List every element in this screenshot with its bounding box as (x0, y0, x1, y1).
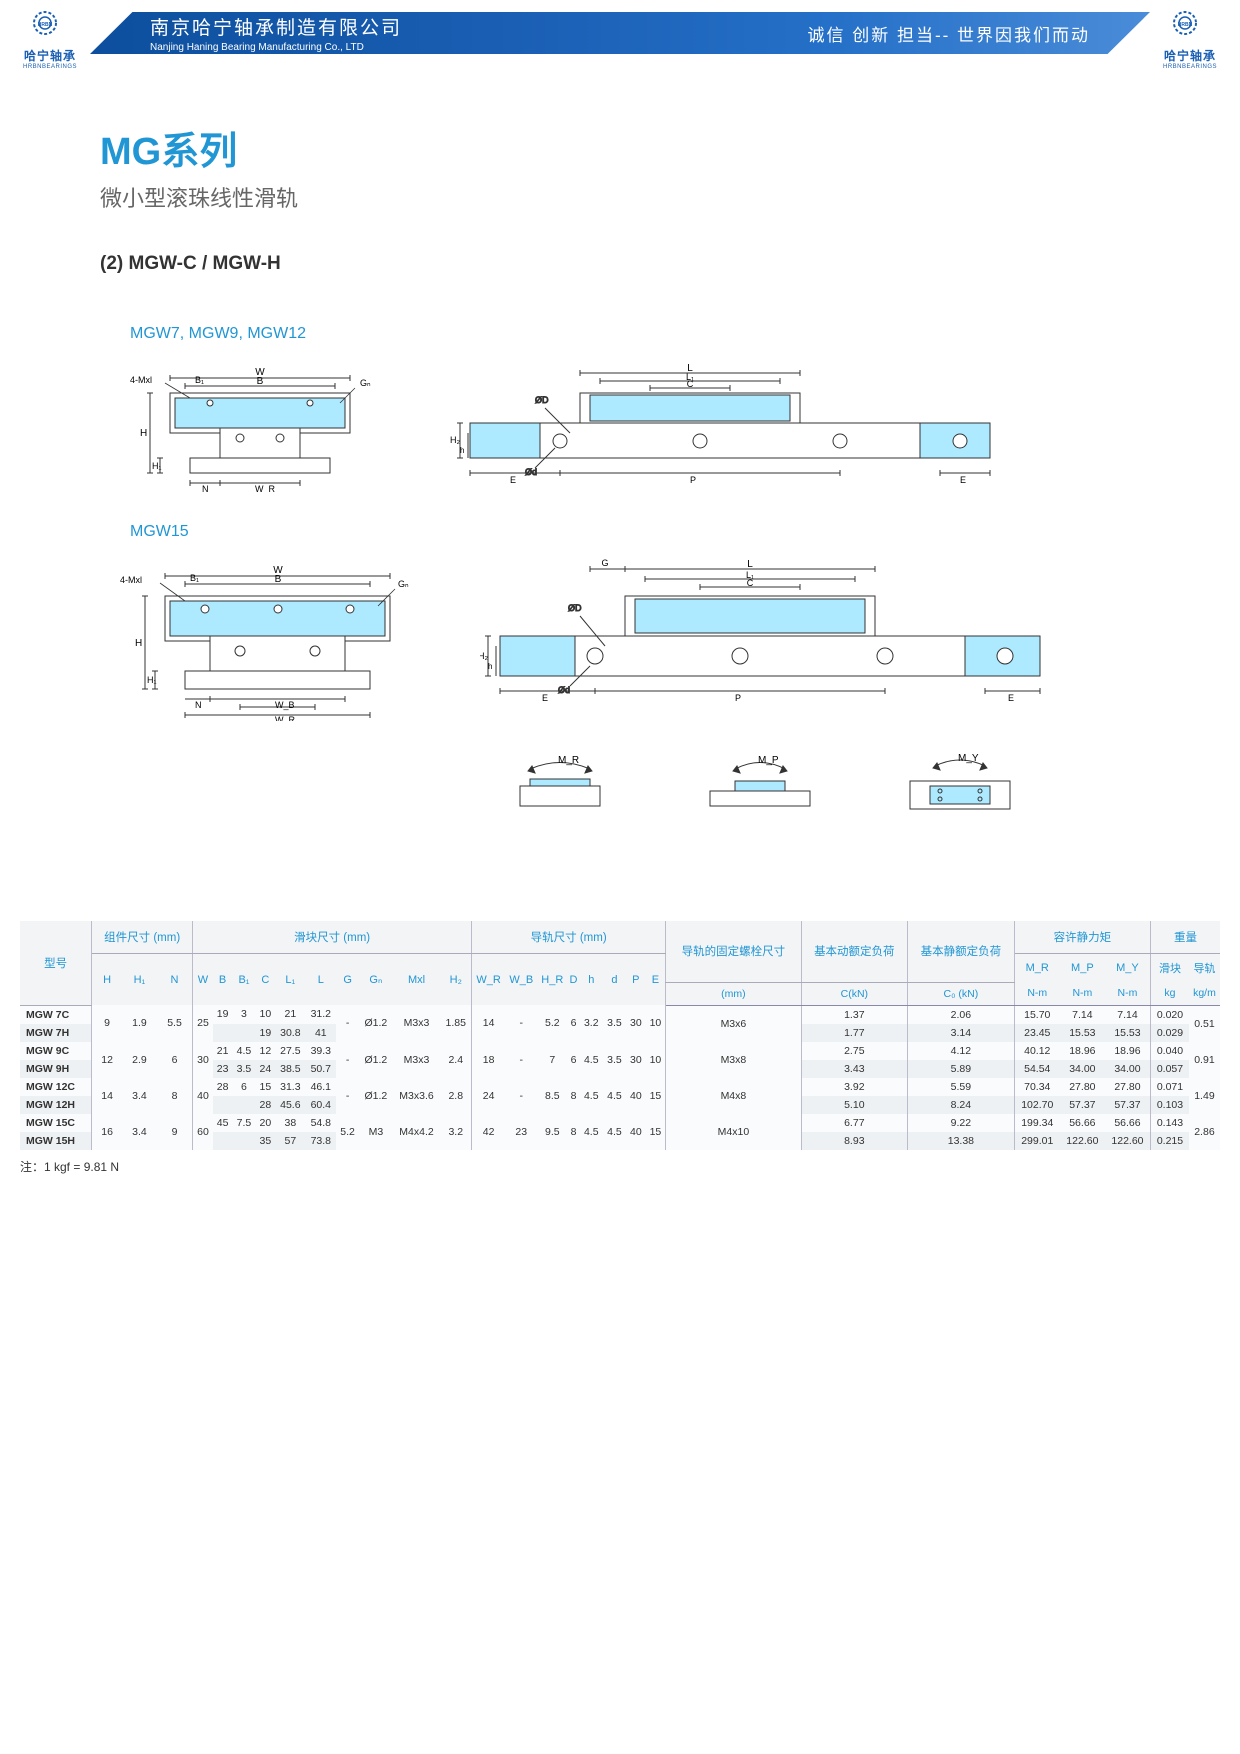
moment-diagrams: M_R M_P M_Y (480, 751, 1150, 821)
table-row: MGW 15C163.4960457.5203854.85.2M3M4x4.23… (20, 1114, 1220, 1132)
svg-text:B: B (275, 574, 282, 585)
spec-table: 型号 组件尺寸 (mm) 滑块尺寸 (mm) 导轨尺寸 (mm) 导轨的固定螺栓… (20, 921, 1220, 1150)
svg-text:B₁: B₁ (190, 573, 199, 583)
svg-text:L: L (747, 559, 753, 570)
svg-text:P: P (690, 475, 696, 485)
col-assembly: 组件尺寸 (mm) (92, 921, 193, 954)
col-dyn: 基本动额定负荷 (801, 921, 908, 982)
page-subtitle: 微小型滚珠线性滑轨 (100, 181, 1150, 213)
svg-text:P: P (735, 693, 741, 703)
col-rail: 导轨尺寸 (mm) (472, 921, 666, 954)
svg-text:E: E (542, 693, 548, 703)
diagram-group-2-label: MGW15 (130, 523, 1150, 541)
table-row: MGW 12C143.48402861531.346.1-Ø1.2M3x3.62… (20, 1078, 1220, 1096)
logo-text-cn: 哈宁轴承 (20, 47, 80, 64)
svg-text:W_R: W_R (275, 715, 296, 721)
svg-text:E: E (1008, 693, 1014, 703)
svg-text:4-Mxl: 4-Mxl (120, 575, 142, 585)
moment-mr-diagram: M_R (480, 751, 640, 821)
col-moment: 容许静力矩 (1014, 921, 1150, 954)
svg-text:H₁: H₁ (147, 675, 157, 685)
svg-text:M_P: M_P (758, 755, 779, 766)
logo-text-en: HRBNBEARINGS (20, 64, 80, 70)
cross-section-diagram-1: W B B₁ Gₙ 4-Mxl H H₁ N W_R (110, 353, 410, 493)
svg-text:H₂: H₂ (450, 435, 460, 445)
side-view-diagram-1: ØD Ød L L₁ C H₂ h E P E (450, 353, 1010, 493)
svg-text:ØD: ØD (535, 395, 549, 405)
svg-text:M_R: M_R (558, 755, 579, 766)
svg-text:Gₙ: Gₙ (360, 378, 371, 388)
col-block: 滑块尺寸 (mm) (193, 921, 472, 954)
company-name-cn: 南京哈宁轴承制造有限公司 (150, 13, 402, 40)
svg-text:h: h (460, 446, 464, 455)
col-weight: 重量 (1151, 921, 1220, 954)
logo-right: HRBN 哈宁轴承 HRBNBEARINGS (1160, 10, 1220, 70)
svg-text:HRBN: HRBN (38, 22, 53, 28)
logo-text-cn: 哈宁轴承 (1160, 47, 1220, 64)
gear-logo-icon: HRBN (20, 10, 70, 40)
banner-strip: 南京哈宁轴承制造有限公司 Nanjing Haning Bearing Manu… (90, 12, 1150, 54)
slogan: 诚信 创新 担当-- 世界因我们而动 (808, 21, 1091, 46)
svg-text:G: G (601, 558, 608, 568)
svg-text:W_B: W_B (275, 700, 295, 710)
logo-left: HRBN 哈宁轴承 HRBNBEARINGS (20, 10, 80, 70)
svg-text:Ød: Ød (525, 467, 537, 477)
svg-text:Gₙ: Gₙ (398, 579, 409, 589)
svg-text:H: H (140, 428, 147, 439)
svg-text:HRBN: HRBN (1178, 22, 1193, 28)
col-stat: 基本静额定负荷 (908, 921, 1015, 982)
cross-section-diagram-2: W B B₁ Gₙ 4-Mxl H H₁ N W_B W_R (110, 551, 440, 721)
svg-text:ØD: ØD (568, 603, 582, 613)
svg-text:h: h (488, 662, 492, 671)
diagram-group-1-label: MGW7, MGW9, MGW12 (130, 325, 1150, 343)
moment-my-diagram: M_Y (880, 751, 1040, 821)
table-row: MGW 9C122.9630214.51227.539.3-Ø1.2M3x32.… (20, 1042, 1220, 1060)
section-title: (2) MGW-C / MGW-H (100, 253, 1150, 275)
side-view-diagram-2: ØD Ød G L L₁ C H₂ h E P E (480, 551, 1060, 721)
diagram-row-2: W B B₁ Gₙ 4-Mxl H H₁ N W_B W_R ØD (110, 551, 1150, 721)
header-banner: HRBN 哈宁轴承 HRBNBEARINGS 南京哈宁轴承制造有限公司 Nanj… (0, 0, 1240, 80)
svg-text:4-Mxl: 4-Mxl (130, 375, 152, 385)
svg-text:B₁: B₁ (195, 375, 204, 385)
svg-text:C: C (687, 379, 694, 389)
company-name-en: Nanjing Haning Bearing Manufacturing Co.… (150, 42, 402, 53)
svg-text:H: H (135, 638, 142, 649)
svg-text:Ød: Ød (558, 685, 570, 695)
col-model: 型号 (20, 921, 92, 1005)
logo-text-en: HRBNBEARINGS (1160, 64, 1220, 70)
svg-text:M_Y: M_Y (958, 753, 979, 764)
svg-text:C: C (747, 578, 754, 588)
table-row: MGW 7C91.95.525193102131.2-Ø1.2M3x31.851… (20, 1005, 1220, 1024)
footnote: 注：1 kgf = 9.81 N (20, 1158, 1240, 1175)
svg-text:N: N (202, 484, 209, 493)
svg-text:N: N (195, 700, 202, 710)
gear-logo-icon: HRBN (1160, 10, 1210, 40)
table-body: MGW 7C91.95.525193102131.2-Ø1.2M3x31.851… (20, 1005, 1220, 1150)
page-title: MG系列 (100, 120, 1150, 175)
diagram-row-1: W B B₁ Gₙ 4-Mxl H H₁ N W_R ØD Ød (110, 353, 1150, 493)
col-bolt: 导轨的固定螺栓尺寸 (666, 921, 801, 982)
svg-text:W_R: W_R (255, 484, 276, 493)
svg-text:H₂: H₂ (480, 651, 488, 661)
svg-text:E: E (510, 475, 516, 485)
svg-text:B: B (257, 376, 264, 387)
svg-text:E: E (960, 475, 966, 485)
svg-text:H₁: H₁ (152, 461, 162, 471)
moment-mp-diagram: M_P (680, 751, 840, 821)
